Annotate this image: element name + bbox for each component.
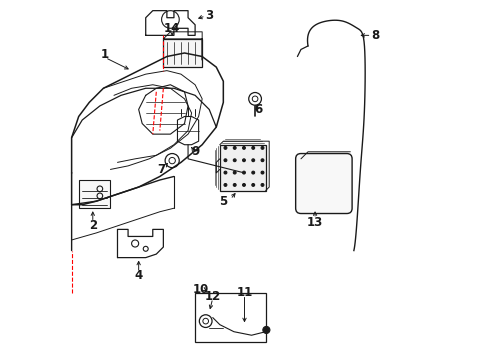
Bar bbox=[195, 293, 265, 342]
Circle shape bbox=[251, 159, 254, 162]
Circle shape bbox=[233, 159, 236, 162]
Bar bbox=[79, 180, 110, 208]
Text: 5: 5 bbox=[219, 195, 227, 208]
Text: 11: 11 bbox=[236, 287, 252, 300]
Circle shape bbox=[242, 147, 245, 149]
Circle shape bbox=[251, 171, 254, 174]
Text: 2: 2 bbox=[88, 219, 97, 232]
Circle shape bbox=[263, 327, 269, 333]
Circle shape bbox=[224, 147, 226, 149]
Circle shape bbox=[251, 184, 254, 186]
Circle shape bbox=[233, 147, 236, 149]
Circle shape bbox=[233, 171, 236, 174]
Text: 4: 4 bbox=[134, 269, 142, 282]
Text: 9: 9 bbox=[191, 145, 199, 158]
Bar bbox=[163, 39, 202, 67]
Circle shape bbox=[261, 184, 264, 186]
Circle shape bbox=[251, 147, 254, 149]
Circle shape bbox=[261, 159, 264, 162]
Circle shape bbox=[242, 171, 245, 174]
Circle shape bbox=[242, 184, 245, 186]
Text: 13: 13 bbox=[306, 216, 323, 229]
Circle shape bbox=[242, 159, 245, 162]
Circle shape bbox=[233, 184, 236, 186]
Text: 6: 6 bbox=[254, 103, 262, 116]
Text: 8: 8 bbox=[370, 29, 378, 42]
Circle shape bbox=[224, 159, 226, 162]
Text: 7: 7 bbox=[157, 163, 165, 176]
Circle shape bbox=[224, 184, 226, 186]
Circle shape bbox=[261, 171, 264, 174]
Text: 3: 3 bbox=[205, 9, 213, 22]
Text: 12: 12 bbox=[204, 290, 221, 303]
Text: 1: 1 bbox=[101, 48, 109, 61]
Text: 14: 14 bbox=[163, 22, 180, 35]
FancyBboxPatch shape bbox=[295, 154, 351, 213]
Circle shape bbox=[261, 147, 264, 149]
Circle shape bbox=[224, 171, 226, 174]
Bar bbox=[219, 145, 265, 190]
Text: 10: 10 bbox=[192, 283, 208, 296]
